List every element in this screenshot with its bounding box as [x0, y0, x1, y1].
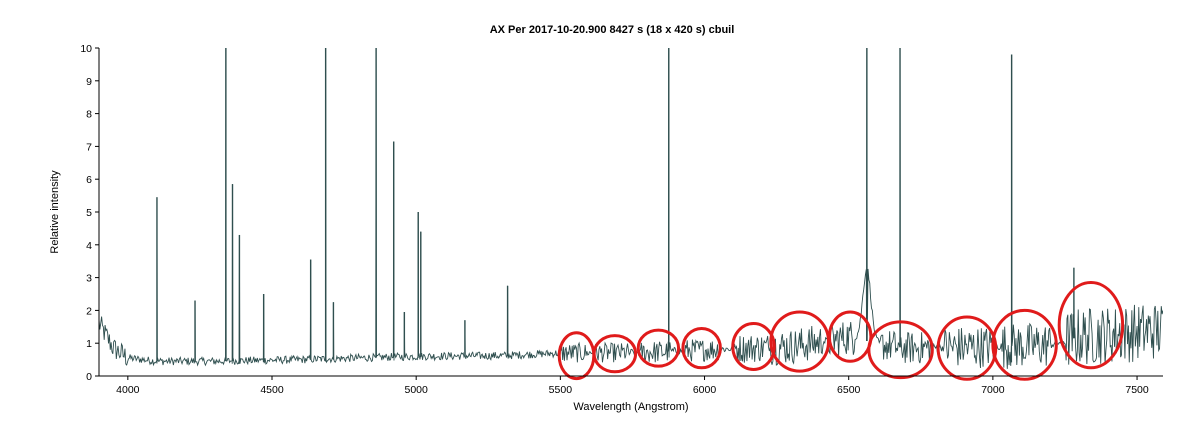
highlight-ellipse	[936, 315, 998, 381]
x-ticks: 4000 4500 5000 5500 6000 6500 7000 7500	[116, 376, 1149, 396]
x-tick-label: 4000	[116, 384, 140, 396]
x-tick-label: 5500	[549, 384, 573, 396]
y-axis-label: Relative intensity	[49, 170, 61, 254]
y-tick-label: 9	[86, 76, 92, 88]
highlight-ellipse	[731, 322, 776, 371]
y-tick-label: 3	[86, 273, 92, 285]
y-tick-label: 8	[86, 109, 92, 121]
highlight-ellipse	[991, 308, 1058, 381]
spectrum-line	[99, 48, 1163, 369]
x-tick-label: 6500	[837, 384, 861, 396]
plot-frame	[99, 48, 1163, 376]
y-ticks: 0 1 2 3 4 5 6 7 8 9 10	[80, 43, 99, 383]
plot-area	[99, 48, 1163, 376]
axes: 0 1 2 3 4 5 6 7 8 9 10 4000 4500 5000 5500 6000 6500 700…	[80, 43, 1163, 396]
x-tick-label: 6000	[693, 384, 717, 396]
chart-title: AX Per 2017-10-20.900 8427 s (18 x 420 s…	[490, 24, 735, 36]
series-layer	[99, 48, 1163, 369]
highlight-ellipse	[1057, 281, 1125, 370]
y-tick-label: 5	[86, 207, 92, 219]
highlight-ellipse	[867, 320, 934, 380]
x-axis-label: Wavelength (Angstrom)	[573, 401, 688, 413]
y-tick-label: 7	[86, 141, 92, 153]
y-tick-label: 10	[80, 43, 92, 55]
y-tick-label: 6	[86, 174, 92, 186]
highlight-ellipse	[592, 334, 638, 374]
y-tick-label: 4	[86, 240, 92, 252]
highlight-ellipse	[681, 326, 722, 370]
y-tick-label: 2	[86, 305, 92, 317]
annotation-layer	[557, 281, 1125, 381]
x-tick-label: 4500	[260, 384, 284, 396]
highlight-ellipse	[636, 328, 681, 368]
y-tick-label: 0	[86, 371, 92, 383]
x-tick-label: 7000	[981, 384, 1005, 396]
x-tick-label: 7500	[1125, 384, 1149, 396]
x-tick-label: 5000	[405, 384, 429, 396]
y-tick-label: 1	[86, 338, 92, 350]
